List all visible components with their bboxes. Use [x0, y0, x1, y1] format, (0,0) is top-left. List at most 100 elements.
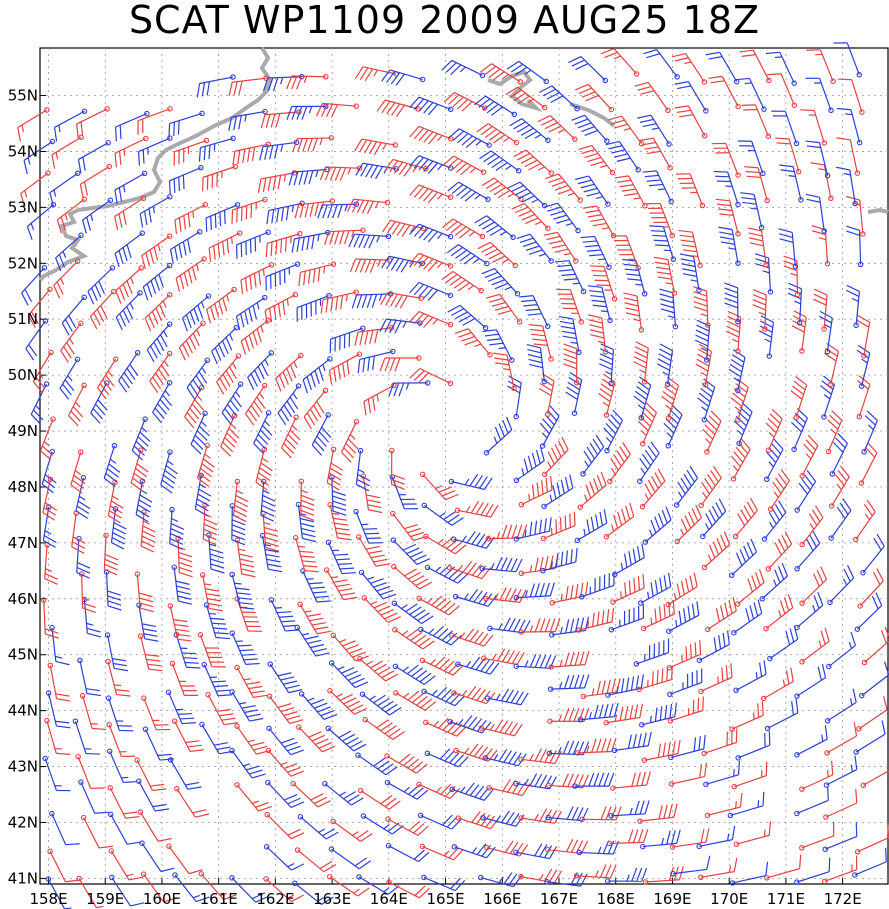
barb-flag: [108, 515, 121, 524]
barb-flag: [752, 294, 767, 301]
barb-flag: [408, 784, 420, 795]
barb-staff: [576, 875, 611, 879]
barb-flag: [448, 847, 459, 859]
barb-flag: [195, 375, 205, 388]
barb-flag: [519, 589, 527, 603]
barb-flag: [441, 218, 454, 229]
barb-flag: [718, 208, 733, 212]
wind-barb: [703, 760, 741, 788]
barb-staff: [277, 385, 300, 414]
barb-flag: [464, 782, 475, 795]
barb-flag: [821, 663, 827, 678]
barb-half-flag: [861, 358, 868, 364]
barb-flag: [157, 837, 172, 842]
barb-half-flag: [349, 433, 356, 440]
barb-flag: [190, 443, 202, 455]
barb-staff: [823, 384, 836, 418]
barb-flag: [576, 807, 584, 821]
barb-flag: [316, 630, 331, 635]
barb-flag: [390, 293, 398, 307]
barb-station: [229, 747, 235, 754]
wind-barb: [292, 880, 334, 905]
barb-flag: [233, 514, 247, 523]
barb-staff: [516, 595, 551, 599]
barb-half-flag: [38, 372, 44, 379]
barb-half-flag: [768, 461, 774, 468]
barb-flag: [564, 515, 567, 530]
barb-half-flag: [538, 253, 546, 257]
barb-flag: [363, 234, 371, 249]
barb-flag: [608, 115, 622, 121]
barb-station: [452, 593, 459, 600]
barb-flag: [427, 103, 439, 116]
barb-flag: [325, 831, 339, 840]
barb-staff: [580, 716, 615, 721]
barb-half-flag: [541, 432, 548, 439]
barb-flag: [493, 186, 507, 196]
wind-barb: [763, 594, 794, 632]
barb-flag: [45, 633, 59, 639]
barb-flag: [64, 379, 75, 392]
wind-barb: [454, 500, 499, 518]
barb-flag: [866, 499, 876, 512]
barb-flag: [324, 166, 332, 181]
barb-staff: [454, 92, 485, 109]
barb-flag: [821, 380, 834, 390]
barb-flag: [587, 156, 602, 163]
wind-barb: [297, 601, 331, 635]
barb-half-flag: [499, 231, 507, 236]
barb-flag: [718, 226, 733, 231]
barb-flag: [460, 189, 472, 200]
barb-staff: [83, 817, 100, 849]
barb-flag: [301, 106, 308, 120]
barb-flag: [544, 582, 550, 597]
barb-half-flag: [626, 874, 630, 882]
barb-staff: [573, 379, 583, 414]
barb-staff: [329, 353, 360, 371]
wind-barb: [794, 725, 828, 758]
barb-flag: [700, 387, 712, 398]
barb-staff: [676, 477, 699, 506]
barb-flag: [613, 514, 619, 529]
barb-flag: [216, 746, 231, 751]
barb-staff: [296, 627, 317, 657]
barb-flag: [565, 550, 569, 565]
barb-staff: [687, 105, 706, 137]
wind-barb: [818, 310, 833, 355]
barb-flag: [192, 809, 207, 814]
barb-flag: [560, 325, 575, 330]
barb-flag: [55, 660, 70, 666]
barb-flag: [155, 808, 170, 812]
barb-flag: [138, 592, 153, 598]
barb-half-flag: [369, 695, 376, 701]
barb-flag: [278, 374, 286, 389]
wind-barb: [234, 537, 256, 578]
barb-flag: [654, 516, 661, 530]
barb-half-flag: [62, 251, 67, 258]
barb-flag: [196, 83, 201, 98]
barb-flag: [642, 732, 647, 747]
barb-half-flag: [468, 231, 475, 237]
barb-staff: [311, 414, 329, 446]
barb-flag: [484, 333, 499, 337]
wind-barb: [356, 534, 390, 567]
barb-flag: [589, 481, 596, 495]
barb-flag: [253, 694, 268, 698]
barb-station: [204, 357, 211, 364]
barb-flag: [513, 121, 526, 130]
barb-staff: [737, 581, 765, 605]
barb-staff: [82, 199, 111, 221]
barb-station: [105, 695, 112, 701]
wind-barb: [361, 595, 401, 623]
barb-flag: [410, 631, 423, 642]
barb-flag: [173, 122, 175, 137]
barb-half-flag: [247, 739, 255, 743]
barb-station: [447, 106, 454, 113]
wind-barb: [421, 874, 466, 892]
barb-half-flag: [620, 591, 622, 599]
barb-station: [356, 351, 363, 357]
barb-flag: [791, 325, 805, 333]
barb-staff: [114, 197, 144, 217]
barb-flag: [143, 211, 148, 226]
barb-flag: [55, 693, 70, 697]
